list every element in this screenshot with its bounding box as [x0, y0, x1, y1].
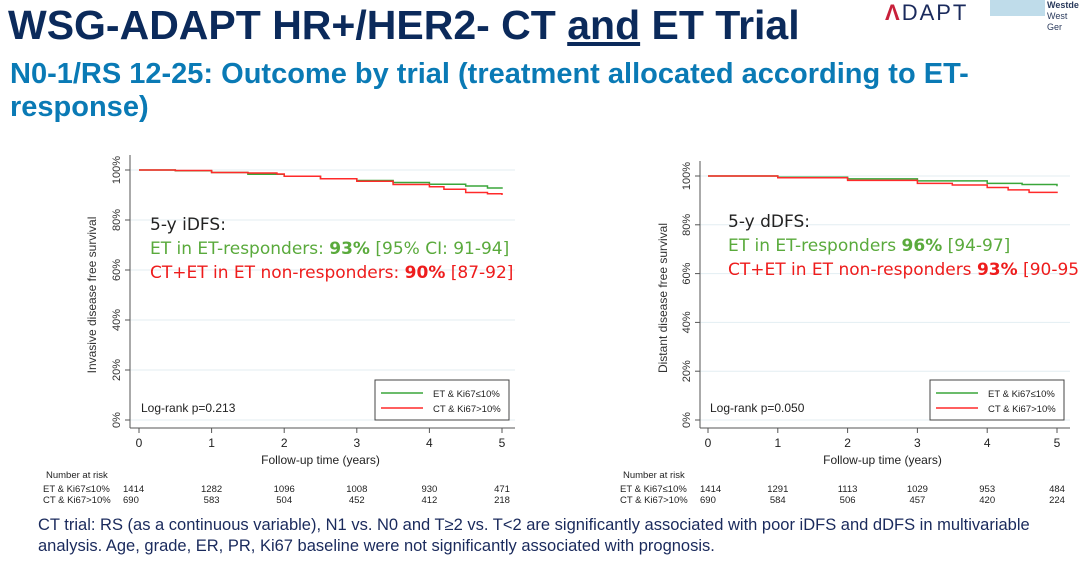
y-tick-label: 60%: [681, 262, 693, 284]
y-tick-label: 100%: [111, 156, 123, 184]
risk-count: 690: [123, 495, 139, 506]
risk-row-name: ET & Ki67≤10%: [43, 484, 110, 495]
risk-row-name: ET & Ki67≤10%: [620, 484, 687, 495]
risk-count: 1414: [700, 484, 721, 495]
x-tick-label: 5: [1054, 436, 1061, 450]
risk-count: 1282: [201, 484, 222, 495]
adapt-logo: ΛDAPT: [885, 0, 969, 25]
risk-table-label: Number at risk: [623, 470, 685, 481]
y-tick-label: 40%: [111, 309, 123, 331]
x-tick-label: 1: [208, 436, 215, 450]
legend-label: CT & Ki67>10%: [433, 404, 501, 415]
risk-count: 412: [421, 495, 437, 506]
risk-count: 452: [349, 495, 365, 506]
risk-count: 504: [276, 495, 292, 506]
x-tick-label: 3: [914, 436, 921, 450]
risk-count: 471: [494, 484, 510, 495]
logrank-p: Log-rank p=0.213: [141, 401, 236, 415]
x-tick-label: 2: [844, 436, 851, 450]
y-tick-label: 40%: [681, 311, 693, 333]
risk-count: 1414: [123, 484, 144, 495]
y-axis-label: Invasive disease free survival: [85, 217, 99, 374]
risk-count: 1008: [346, 484, 367, 495]
legend: [929, 379, 1065, 421]
risk-count: 930: [421, 484, 437, 495]
x-tick-label: 1: [774, 436, 781, 450]
y-tick-label: 80%: [681, 214, 693, 236]
risk-count: 218: [494, 495, 510, 506]
y-axis-label: Distant disease free survival: [656, 223, 670, 373]
legend-label: CT & Ki67>10%: [988, 404, 1056, 415]
legend-label: ET & Ki67≤10%: [988, 389, 1055, 400]
wsg-logo-text: WestdeuWest Ger: [1047, 0, 1079, 32]
risk-row-name: CT & Ki67>10%: [43, 495, 111, 506]
logrank-p: Log-rank p=0.050: [710, 401, 805, 415]
slide-subtitle: N0-1/RS 12-25: Outcome by trial (treatme…: [10, 58, 969, 123]
risk-count: 953: [979, 484, 995, 495]
risk-count: 1113: [838, 484, 858, 495]
km-curve-ct: [139, 169, 503, 195]
y-tick-label: 80%: [111, 209, 123, 231]
km-curve-ct: [708, 175, 1058, 194]
y-tick-label: 20%: [111, 359, 123, 381]
x-tick-label: 5: [499, 436, 506, 450]
y-tick-label: 60%: [111, 259, 123, 281]
x-axis-label: Follow-up time (years): [261, 453, 380, 467]
x-tick-label: 3: [353, 436, 360, 450]
risk-count: 1291: [767, 484, 788, 495]
risk-count: 506: [840, 495, 856, 506]
y-tick-label: 20%: [681, 360, 693, 382]
ddfs-annotation: 5-y dDFS: ET in ET-responders 96% [94-97…: [728, 212, 1079, 280]
risk-count: 583: [204, 495, 220, 506]
y-tick-label: 0%: [111, 412, 123, 428]
wsg-logo: [990, 0, 1045, 16]
legend: [374, 379, 510, 421]
risk-count: 584: [770, 495, 786, 506]
x-tick-label: 4: [426, 436, 433, 450]
idfs-annotation: 5-y iDFS: ET in ET-responders: 93% [95% …: [150, 215, 514, 283]
x-tick-label: 0: [705, 436, 712, 450]
risk-count: 224: [1049, 495, 1065, 506]
y-tick-label: 0%: [681, 412, 693, 428]
risk-count: 420: [979, 495, 995, 506]
risk-table-label: Number at risk: [46, 470, 108, 481]
x-tick-label: 2: [281, 436, 288, 450]
legend-label: ET & Ki67≤10%: [433, 389, 500, 400]
y-tick-label: 100%: [681, 162, 693, 190]
x-tick-label: 0: [136, 436, 143, 450]
x-tick-label: 4: [984, 436, 991, 450]
x-axis-label: Follow-up time (years): [823, 453, 942, 467]
risk-count: 1096: [274, 484, 295, 495]
slide-title: WSG-ADAPT HR+/HER2- CT and ET Trial: [8, 2, 800, 48]
risk-count: 1029: [907, 484, 928, 495]
risk-count: 690: [700, 495, 716, 506]
risk-count: 457: [909, 495, 925, 506]
risk-count: 484: [1049, 484, 1065, 495]
risk-row-name: CT & Ki67>10%: [620, 495, 688, 506]
footnote: CT trial: RS (as a continuous variable),…: [38, 516, 1030, 555]
